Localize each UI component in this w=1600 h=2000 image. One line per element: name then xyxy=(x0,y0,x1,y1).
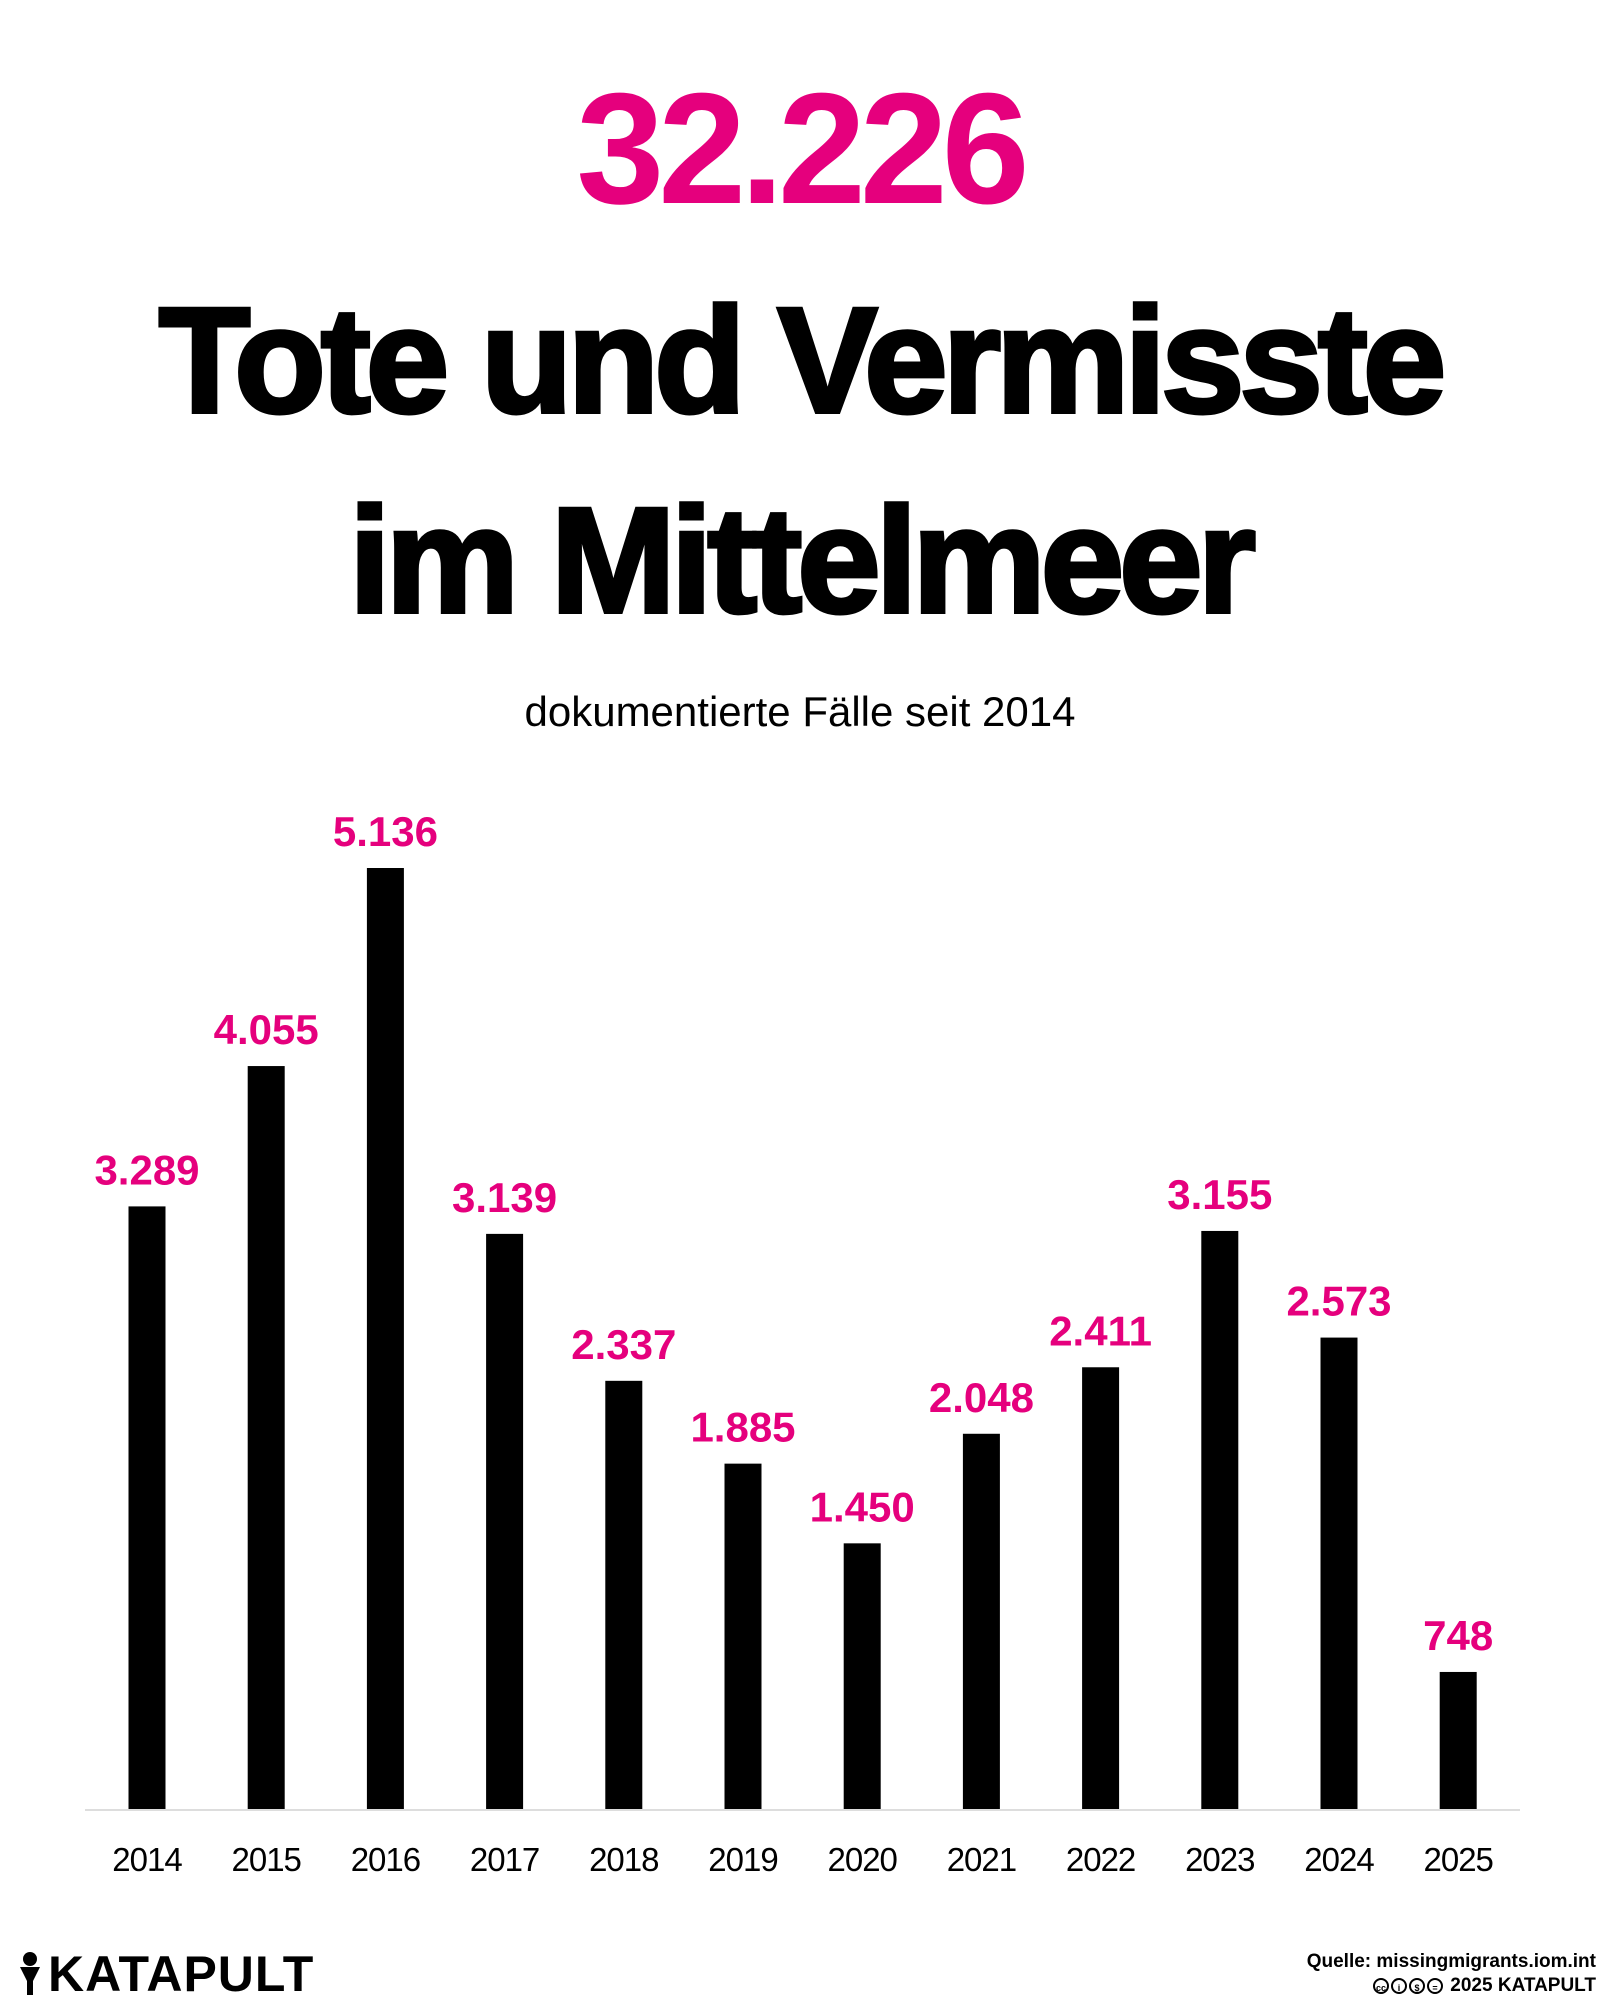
copyright: 2025 KATAPULT xyxy=(1450,1975,1596,1996)
total-count: 32.226 xyxy=(576,61,1029,237)
bar-2023 xyxy=(1201,1230,1239,1809)
x-tick-label-2023: 2023 xyxy=(1185,1841,1254,1878)
data-label-2014: 3.289 xyxy=(94,1146,199,1193)
cc-by-icon: i xyxy=(1391,1977,1408,1994)
x-tick-label-2022: 2022 xyxy=(1066,1841,1135,1878)
data-label-2018: 2.337 xyxy=(571,1321,676,1368)
bar-2021 xyxy=(962,1433,1000,1809)
catapult-icon xyxy=(20,1952,40,1995)
x-tick-label-2020: 2020 xyxy=(827,1841,897,1878)
x-tick-label-2016: 2016 xyxy=(351,1841,420,1878)
data-label-2023: 3.155 xyxy=(1167,1171,1272,1218)
bar-2017 xyxy=(486,1233,524,1809)
subtitle: dokumentierte Fälle seit 2014 xyxy=(524,688,1076,735)
data-label-2024: 2.573 xyxy=(1286,1278,1391,1325)
x-tick-label-2021: 2021 xyxy=(947,1841,1016,1878)
bar-2022 xyxy=(1082,1367,1120,1809)
cc-nd-icon: = xyxy=(1427,1977,1444,1994)
bar-2025 xyxy=(1439,1671,1477,1809)
x-tick-label-2019: 2019 xyxy=(708,1841,777,1878)
x-tick-label-2014: 2014 xyxy=(112,1841,182,1878)
title-line-1: Tote und Vermisste xyxy=(157,276,1449,444)
cc-nc-icon: $ xyxy=(1409,1977,1426,1994)
data-label-2016: 5.136 xyxy=(333,808,438,855)
data-label-2015: 4.055 xyxy=(214,1006,319,1053)
x-tick-label-2025: 2025 xyxy=(1423,1841,1492,1878)
bar-2020 xyxy=(843,1543,881,1809)
data-label-2020: 1.450 xyxy=(810,1483,915,1530)
brand-name: KATAPULT xyxy=(48,1946,315,2000)
data-label-2017: 3.139 xyxy=(452,1174,557,1221)
license-line: cc i $ = 2025 KATAPULT xyxy=(1307,1974,1596,1998)
bar-2018 xyxy=(605,1380,643,1809)
bar-2019 xyxy=(724,1463,762,1809)
source-text: Quelle: missingmigrants.iom.int xyxy=(1306,1951,1596,1972)
data-label-2019: 1.885 xyxy=(690,1404,795,1451)
bar-2014 xyxy=(128,1206,166,1809)
data-label-2021: 2.048 xyxy=(929,1374,1034,1421)
bar-2016 xyxy=(366,868,404,1809)
x-tick-label-2015: 2015 xyxy=(231,1841,300,1878)
bar-2024 xyxy=(1320,1337,1358,1809)
katapult-logo: KATAPULT xyxy=(18,1945,314,2000)
title-line-2: im Mittelmeer xyxy=(347,476,1258,644)
data-label-2025: 748 xyxy=(1423,1612,1493,1659)
cc-icon: cc xyxy=(1373,1977,1390,1994)
x-tick-label-2018: 2018 xyxy=(589,1841,658,1878)
bar-chart: 3.289 2014 4.055 2015 5.136 2016 3.139 2017 2.33… xyxy=(85,808,1520,1878)
x-tick-label-2024: 2024 xyxy=(1304,1841,1374,1878)
bar-2015 xyxy=(247,1066,285,1809)
source-credit: Quelle: missingmigrants.iom.int cc i $ = 20… xyxy=(1307,1950,1596,1998)
x-tick-label-2017: 2017 xyxy=(470,1841,539,1878)
data-label-2022: 2.411 xyxy=(1049,1307,1152,1354)
